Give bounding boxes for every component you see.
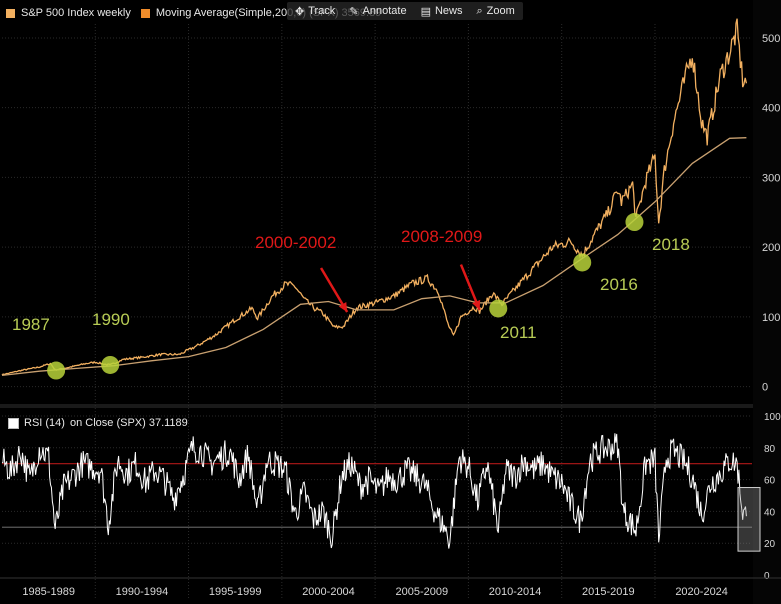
zoom-icon: ⌕ [476,4,483,17]
rsi-current-box [737,487,761,552]
price-tick-label: 200 [762,242,780,254]
price-tick-label: 500 [762,33,780,45]
rsi-tick-label: 100 [764,412,781,423]
annotate-label: Annotate [362,5,407,17]
news-label: News [434,5,463,17]
right-axis-band [753,0,781,604]
crash-arrow-head [472,299,481,310]
crash-label: 2008-2009 [401,227,482,246]
rsi-line [1,433,747,549]
sp500-legend-swatch [6,8,15,18]
x-period-label: 2000-2004 [302,586,355,598]
x-period-label: 2020-2024 [675,586,728,598]
price-tick-label: 300 [762,172,780,184]
track-icon: ✥ [295,5,305,18]
rsi-tick-label: 40 [764,507,776,518]
year-label: 2016 [600,275,638,294]
moving-average-line [1,137,747,377]
rsi-tick-label: 0 [764,571,770,582]
x-period-label: 2005-2009 [395,586,448,598]
annotate-button[interactable]: ✎ Annotate [349,5,406,18]
x-period-label: 1995-1999 [209,586,262,598]
rsi-tick-label: 20 [764,539,776,550]
year-label: 2018 [652,235,690,254]
x-period-label: 1985-1989 [22,586,75,598]
price-tick-label: 400 [762,103,780,115]
price-tick-label: 100 [762,312,780,324]
support-touch-circle [573,253,592,272]
rsi-legend: RSI (14) on Close (SPX) 37.1189 [8,417,188,429]
annotate-icon: ✎ [349,5,359,18]
rsi-tick-label: 80 [764,444,776,455]
support-touch-circle [47,361,66,380]
year-label: 2011 [500,323,537,342]
zoom-label: Zoom [486,5,515,17]
price-tick-label: 0 [762,382,768,394]
track-label: Track [308,5,336,17]
annotations: 1987 1990 2000-2002 2008-2009 2011 2016 2018 [12,227,690,342]
year-label: 1987 [12,315,50,334]
news-button[interactable]: ▤ News [421,5,463,18]
crash-arrow-head [338,302,348,312]
sp500-price-line [1,18,748,376]
support-touch-circle [489,299,508,318]
year-label: 1990 [92,310,130,329]
price-panel [1,18,748,380]
x-period-label: 2010-2014 [489,586,542,598]
ma-legend-swatch [140,8,150,18]
crash-label: 2000-2002 [255,233,336,252]
chart-toolbar: ✥ Track ✎ Annotate ▤ News ⌕ Zoom [287,2,523,20]
rsi-panel [1,433,761,552]
sp500-legend-label[interactable]: S&P 500 Index weekly [21,7,131,19]
support-touch-circle [101,355,120,374]
x-period-label: 1990-1994 [116,586,169,598]
rsi-legend-swatch [8,417,19,429]
axes: 0 100 200 300 400 500 0 20 40 60 80 100 1985-1989 199… [0,33,781,598]
support-touch-circle [625,213,644,232]
track-button[interactable]: ✥ Track [295,5,335,18]
x-period-label: 2015-2019 [582,586,635,598]
rsi-legend-label[interactable]: RSI (14) [24,417,65,429]
panel-separator [0,404,781,408]
rsi-tick-label: 60 [764,476,776,487]
news-icon: ▤ [420,5,431,18]
rsi-legend-detail: on Close (SPX) 37.1189 [69,417,188,429]
zoom-button[interactable]: ⌕ Zoom [477,5,515,18]
